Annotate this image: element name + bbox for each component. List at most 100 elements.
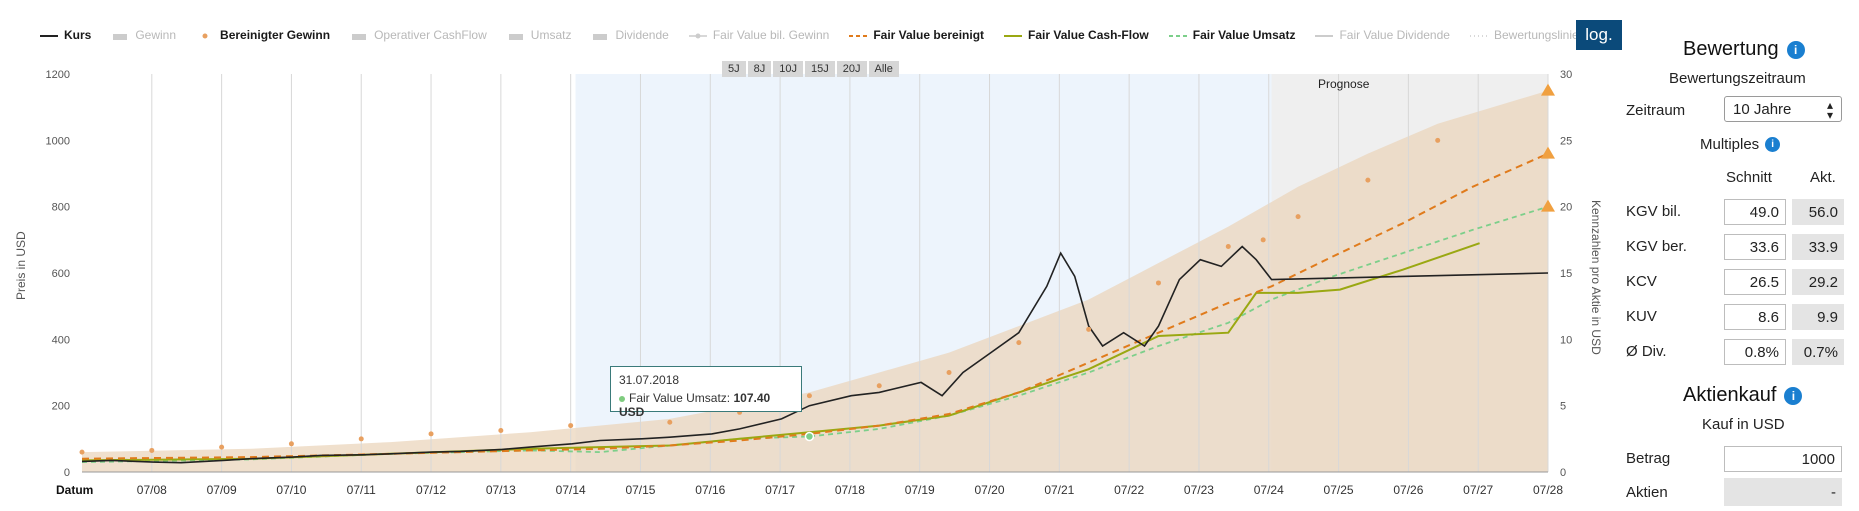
bewertung-title-text: Bewertung xyxy=(1683,38,1779,60)
x-tick-label: 07/22 xyxy=(1114,483,1144,497)
legend-item-bereinigter-gewinn[interactable]: Bereinigter Gewinn xyxy=(196,28,330,42)
legend-swatch-icon xyxy=(196,30,214,40)
tooltip-data-point xyxy=(804,431,815,442)
betrag-input[interactable]: 1000 xyxy=(1724,446,1842,472)
data-point-bereinigter-gewinn xyxy=(428,431,434,437)
y2-tick-label: 5 xyxy=(1560,401,1566,413)
range-button-15j[interactable]: 15J xyxy=(805,61,835,77)
legend-swatch-icon xyxy=(111,30,129,40)
range-button-alle[interactable]: Alle xyxy=(868,61,899,77)
legend-item-fair-value-dividende[interactable]: Fair Value Dividende xyxy=(1315,28,1450,42)
data-point-bereinigter-gewinn xyxy=(219,444,225,450)
y-tick-label: 1200 xyxy=(46,69,70,81)
legend-item-kurs[interactable]: Kurs xyxy=(40,28,91,42)
y2-tick-label: 30 xyxy=(1560,69,1572,81)
legend-swatch-icon xyxy=(1168,30,1187,40)
multiple-schnitt-input[interactable]: 8.6 xyxy=(1724,304,1786,330)
multiple-akt-value: 56.0 xyxy=(1792,199,1844,225)
x-tick-label: 07/27 xyxy=(1463,483,1493,497)
tooltip-series-dot xyxy=(619,395,625,402)
x-tick-label: 07/13 xyxy=(486,483,516,497)
legend-swatch-icon xyxy=(1004,30,1023,40)
valuation-band xyxy=(82,90,1548,472)
legend-item-dividende[interactable]: Dividende xyxy=(591,28,669,42)
legend-swatch-icon xyxy=(507,30,525,40)
legend-label: Fair Value Umsatz xyxy=(1192,28,1296,42)
y2-tick-label: 15 xyxy=(1560,268,1572,280)
data-point-bereinigter-gewinn xyxy=(358,436,364,442)
log-scale-button[interactable]: log. xyxy=(1576,20,1622,50)
multiple-schnitt-input[interactable]: 49.0 xyxy=(1724,199,1786,225)
legend-item-fair-value-bereinigt[interactable]: Fair Value bereinigt xyxy=(849,28,984,42)
multiples-title: Multiples xyxy=(1700,136,1760,153)
multiple-label: Ø Div. xyxy=(1626,343,1667,360)
data-point-bereinigter-gewinn xyxy=(1365,177,1371,183)
data-point-bereinigter-gewinn xyxy=(288,441,294,447)
forecast-marker xyxy=(1541,146,1555,159)
prognose-label: Prognose xyxy=(1318,77,1370,91)
x-tick-label: 07/08 xyxy=(137,483,167,497)
multiple-label: KGV bil. xyxy=(1626,203,1682,220)
legend-label: Bereinigter Gewinn xyxy=(220,28,331,42)
legend-item-fair-value-umsatz[interactable]: Fair Value Umsatz xyxy=(1168,28,1296,42)
multiple-schnitt-input[interactable]: 26.5 xyxy=(1724,269,1786,295)
multiple-akt-value: 33.9 xyxy=(1792,234,1844,260)
info-icon[interactable]: i xyxy=(1765,137,1781,152)
data-point-bereinigter-gewinn xyxy=(79,449,85,455)
legend-label: Fair Value Dividende xyxy=(1339,28,1450,42)
data-point-bereinigter-gewinn xyxy=(946,370,952,375)
y2-tick-label: 25 xyxy=(1560,135,1572,147)
legend-swatch-icon xyxy=(350,30,368,40)
tooltip-value: 107.40 USD xyxy=(619,391,771,419)
y2-tick-label: 10 xyxy=(1560,334,1572,346)
legend-swatch-icon xyxy=(1469,30,1488,40)
aktien-label: Aktien xyxy=(1626,484,1668,501)
zeitraum-select[interactable]: 10 Jahre ▴ ▾ xyxy=(1724,96,1842,122)
range-button-8j[interactable]: 8J xyxy=(747,61,772,77)
legend-item-bewertungslinien[interactable]: Bewertungslinien xyxy=(1469,28,1585,42)
data-point-bereinigter-gewinn xyxy=(1260,237,1266,243)
multiple-schnitt-input[interactable]: 33.6 xyxy=(1724,234,1786,260)
y-tick-label: 200 xyxy=(52,401,70,413)
legend-swatch-icon xyxy=(849,30,868,40)
x-tick-label: 07/15 xyxy=(625,483,655,497)
kauf-heading: Kauf in USD xyxy=(1702,416,1785,433)
data-point-bereinigter-gewinn xyxy=(667,419,673,425)
legend-item-fair-value-bil-gewinn[interactable]: Fair Value bil. Gewinn xyxy=(688,28,830,42)
x-tick-label: 07/26 xyxy=(1393,483,1423,497)
x-tick-label: 07/12 xyxy=(416,483,446,497)
multiple-schnitt-input[interactable]: 0.8% xyxy=(1724,339,1786,365)
legend-item-gewinn[interactable]: Gewinn xyxy=(111,28,176,42)
aktienkauf-title-text: Aktienkauf xyxy=(1683,384,1777,406)
bewertung-title: Bewertung i xyxy=(1683,38,1805,61)
legend-item-operativer-cashflow[interactable]: Operativer CashFlow xyxy=(350,28,487,42)
x-tick-label: 07/24 xyxy=(1254,483,1284,497)
info-icon[interactable]: i xyxy=(1786,40,1805,59)
zeitraum-label: Zeitraum xyxy=(1626,102,1686,119)
aktien-output: - xyxy=(1724,478,1842,506)
legend-item-umsatz[interactable]: Umsatz xyxy=(507,28,571,42)
y2-tick-label: 20 xyxy=(1560,202,1572,214)
multiple-label: KUV xyxy=(1626,308,1657,325)
legend-swatch-icon xyxy=(591,30,609,40)
legend-label: Operativer CashFlow xyxy=(374,28,487,42)
info-icon[interactable]: i xyxy=(1784,386,1803,405)
multiple-label: KCV xyxy=(1626,273,1657,290)
series-line-fair-value-umsatz xyxy=(81,205,1549,463)
y2-tick-label: 0 xyxy=(1560,467,1566,479)
data-point-bereinigter-gewinn xyxy=(1225,243,1231,249)
range-button-20j[interactable]: 20J xyxy=(836,61,867,77)
x-tick-label: 07/14 xyxy=(556,483,586,497)
legend-swatch-icon xyxy=(688,30,707,40)
y-tick-label: 0 xyxy=(64,467,70,479)
data-point-bereinigter-gewinn xyxy=(498,428,504,434)
x-tick-label: 07/28 xyxy=(1533,483,1563,497)
legend-label: Fair Value bil. Gewinn xyxy=(712,28,830,42)
legend-item-fair-value-cash-flow[interactable]: Fair Value Cash-Flow xyxy=(1004,28,1149,42)
range-button-5j[interactable]: 5J xyxy=(722,61,746,77)
multiple-akt-value: 0.7% xyxy=(1792,339,1844,365)
range-button-10j[interactable]: 10J xyxy=(773,61,803,77)
aktienkauf-title: Aktienkauf i xyxy=(1683,384,1803,407)
x-tick-label: 07/16 xyxy=(695,483,725,497)
y-tick-label: 600 xyxy=(52,268,70,280)
